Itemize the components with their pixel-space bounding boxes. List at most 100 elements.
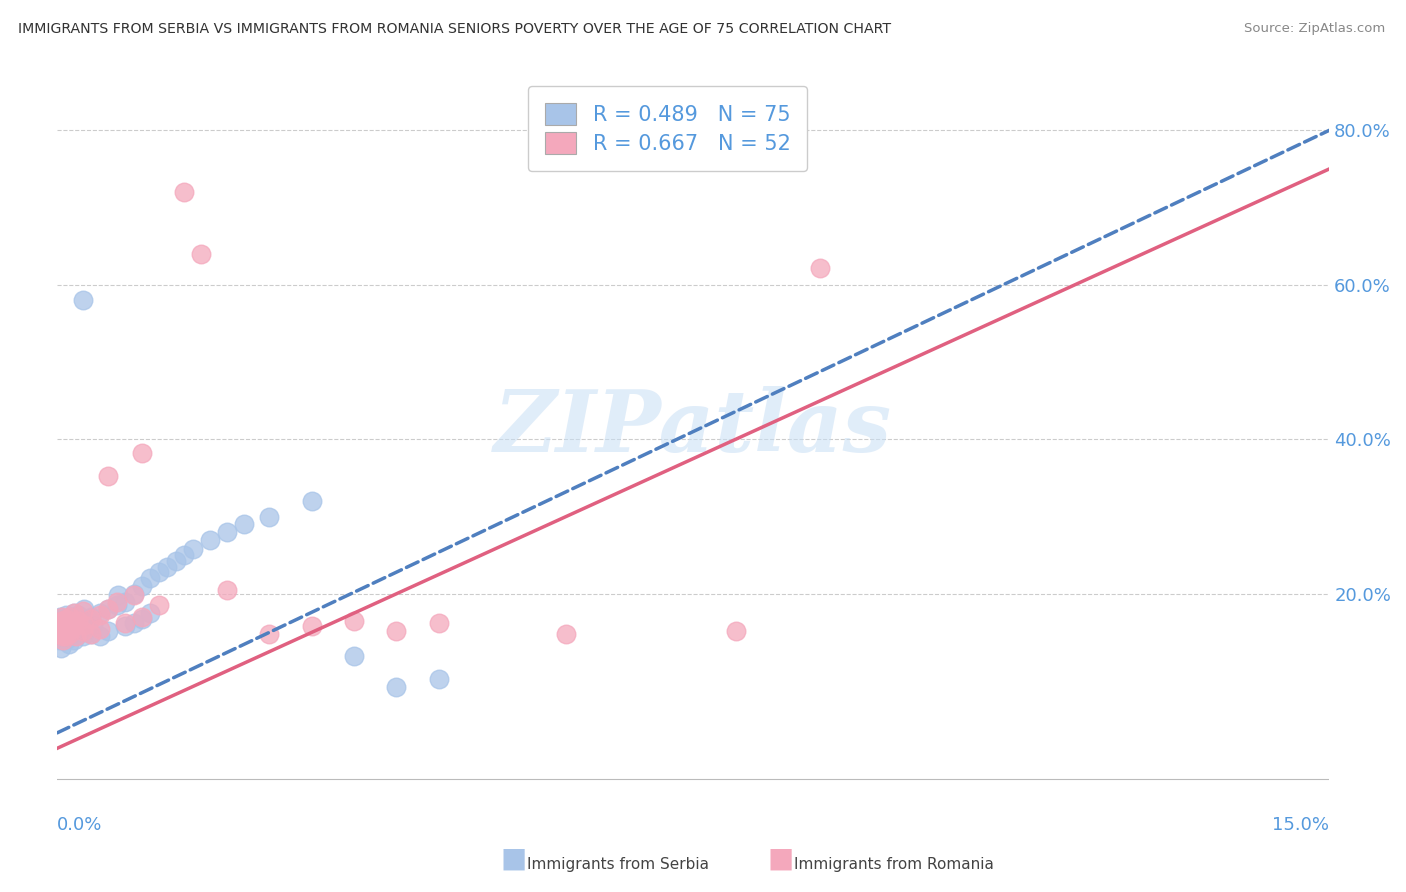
Point bbox=[72, 624, 94, 638]
Point bbox=[198, 533, 221, 547]
Point bbox=[139, 571, 162, 585]
Point bbox=[62, 611, 84, 625]
Point bbox=[73, 617, 96, 632]
Point bbox=[51, 629, 73, 643]
Point bbox=[48, 622, 70, 636]
Point bbox=[58, 637, 80, 651]
Point bbox=[215, 524, 238, 539]
Point bbox=[385, 624, 408, 638]
Point bbox=[51, 625, 73, 640]
Point bbox=[52, 624, 75, 638]
Point bbox=[51, 616, 73, 631]
Point bbox=[63, 624, 86, 638]
Point bbox=[131, 579, 153, 593]
Point bbox=[427, 672, 450, 686]
Text: Immigrants from Romania: Immigrants from Romania bbox=[794, 857, 994, 872]
Point bbox=[89, 608, 111, 623]
Point bbox=[97, 602, 120, 616]
Point bbox=[51, 640, 73, 655]
Point bbox=[53, 622, 76, 636]
Point bbox=[52, 633, 75, 648]
Text: ZIPatlas: ZIPatlas bbox=[494, 386, 893, 469]
Point bbox=[56, 617, 79, 632]
Point bbox=[80, 611, 103, 625]
Point bbox=[122, 616, 145, 631]
Point bbox=[76, 622, 98, 636]
Point bbox=[89, 606, 111, 620]
Point bbox=[55, 627, 77, 641]
Point bbox=[301, 619, 323, 633]
Point bbox=[105, 599, 128, 613]
Point bbox=[55, 608, 77, 623]
Point bbox=[80, 610, 103, 624]
Point bbox=[173, 548, 195, 562]
Point bbox=[48, 616, 70, 631]
Text: Source: ZipAtlas.com: Source: ZipAtlas.com bbox=[1244, 22, 1385, 36]
Point bbox=[59, 610, 82, 624]
Point bbox=[58, 619, 80, 633]
Point bbox=[46, 627, 69, 641]
Point bbox=[257, 509, 280, 524]
Point bbox=[59, 616, 82, 631]
Point bbox=[60, 629, 83, 643]
Point bbox=[257, 627, 280, 641]
Point bbox=[89, 629, 111, 643]
Text: ■: ■ bbox=[768, 845, 793, 872]
Point bbox=[139, 606, 162, 620]
Point bbox=[48, 627, 70, 641]
Point bbox=[48, 622, 70, 636]
Point bbox=[148, 599, 170, 613]
Point bbox=[56, 632, 79, 646]
Point bbox=[55, 629, 77, 643]
Point bbox=[51, 610, 73, 624]
Point bbox=[49, 619, 72, 633]
Point bbox=[48, 622, 70, 636]
Point bbox=[49, 614, 72, 628]
Point bbox=[107, 588, 129, 602]
Point bbox=[148, 565, 170, 579]
Point bbox=[232, 517, 254, 532]
Point bbox=[67, 608, 90, 623]
Point bbox=[55, 611, 77, 625]
Text: 15.0%: 15.0% bbox=[1272, 815, 1329, 834]
Point bbox=[55, 627, 77, 641]
Point bbox=[66, 627, 89, 641]
Point bbox=[72, 614, 94, 628]
Point bbox=[48, 610, 70, 624]
Point bbox=[80, 627, 103, 641]
Point bbox=[59, 610, 82, 624]
Text: ■: ■ bbox=[501, 845, 526, 872]
Point bbox=[52, 617, 75, 632]
Point bbox=[49, 627, 72, 641]
Point bbox=[52, 629, 75, 643]
Point bbox=[810, 260, 832, 275]
Point bbox=[173, 185, 195, 199]
Legend: R = 0.489   N = 75, R = 0.667   N = 52: R = 0.489 N = 75, R = 0.667 N = 52 bbox=[529, 87, 807, 171]
Point bbox=[46, 627, 69, 641]
Text: IMMIGRANTS FROM SERBIA VS IMMIGRANTS FROM ROMANIA SENIORS POVERTY OVER THE AGE O: IMMIGRANTS FROM SERBIA VS IMMIGRANTS FRO… bbox=[18, 22, 891, 37]
Point bbox=[49, 629, 72, 643]
Point bbox=[190, 247, 212, 261]
Point bbox=[73, 602, 96, 616]
Point bbox=[52, 611, 75, 625]
Point bbox=[122, 588, 145, 602]
Point bbox=[48, 633, 70, 648]
Text: Immigrants from Serbia: Immigrants from Serbia bbox=[527, 857, 709, 872]
Point bbox=[385, 680, 408, 694]
Point bbox=[51, 614, 73, 628]
Text: 0.0%: 0.0% bbox=[58, 815, 103, 834]
Point bbox=[72, 629, 94, 643]
Point bbox=[67, 619, 90, 633]
Point bbox=[343, 614, 366, 628]
Point bbox=[156, 559, 179, 574]
Point bbox=[131, 610, 153, 624]
Point bbox=[181, 541, 204, 556]
Point bbox=[52, 619, 75, 633]
Point bbox=[80, 627, 103, 641]
Point bbox=[131, 611, 153, 625]
Point bbox=[56, 614, 79, 628]
Point bbox=[63, 606, 86, 620]
Point bbox=[51, 624, 73, 638]
Point bbox=[58, 627, 80, 641]
Point bbox=[63, 606, 86, 620]
